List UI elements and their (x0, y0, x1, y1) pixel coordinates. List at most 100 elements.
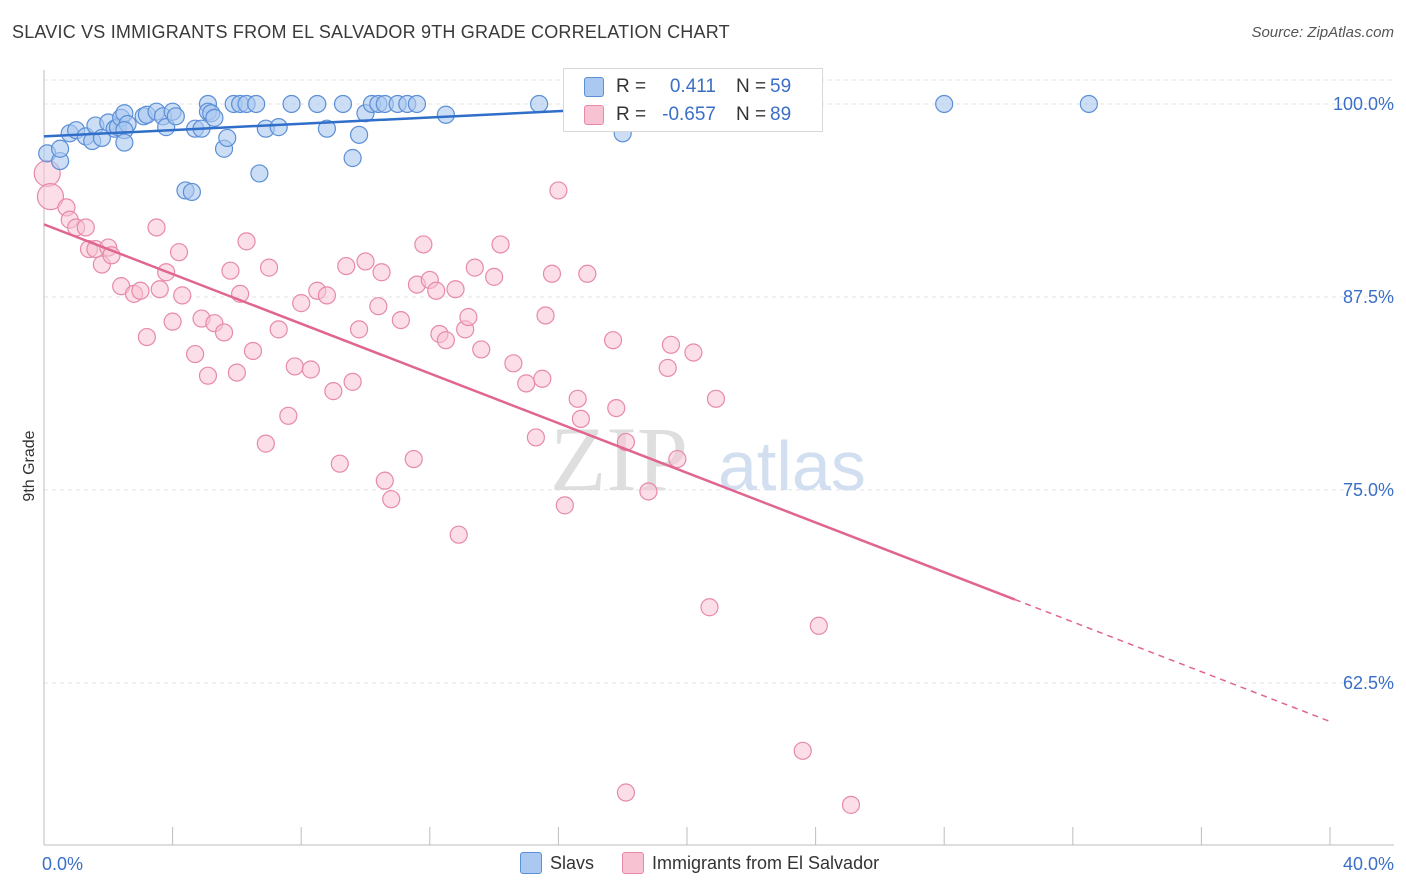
salvador-point (259, 258, 279, 277)
salvador-point (150, 280, 169, 299)
salvador-point (186, 344, 205, 364)
slavs-point (1079, 94, 1098, 114)
salvador-point (533, 369, 552, 388)
salvador-point (137, 327, 156, 347)
slavs-point (407, 94, 427, 114)
salvador-point (269, 320, 288, 339)
salvador-point (668, 449, 687, 469)
x-tick-label-1: 40.0% (1343, 854, 1394, 874)
series-salvador-points (33, 159, 861, 814)
salvador-point (237, 232, 256, 251)
salvador-point (661, 335, 681, 354)
salvador-point (382, 490, 401, 509)
salvador-point (446, 280, 465, 299)
y-tick-label-3: 62.5% (1343, 673, 1394, 693)
salvador-point (639, 482, 658, 501)
stats-row-salvador: R = -0.657 N = 89 (564, 100, 822, 130)
salvador-point (536, 306, 555, 325)
legend-label-salvador: Immigrants from El Salvador (652, 852, 880, 873)
slavs-point (269, 118, 288, 137)
salvador-point (324, 382, 343, 401)
salvador-point (607, 398, 626, 418)
salvador-point (369, 297, 388, 316)
slavs-point (50, 139, 70, 158)
stats-row-slavs: R = 0.411 N = 59 (564, 72, 822, 102)
salvador-point (700, 598, 719, 617)
salvador-point (436, 331, 455, 350)
stats-box: R = 0.411 N = 59 R = -0.657 N = 89 (563, 68, 823, 132)
series-slavs-points (38, 94, 1098, 202)
legend-item-salvador[interactable]: Immigrants from El Salvador (622, 852, 879, 874)
salvador-point (809, 616, 828, 635)
salvador-point (491, 235, 510, 254)
stats-swatch-slavs (584, 77, 604, 97)
salvador-point (285, 357, 304, 376)
legend-item-slavs[interactable]: Slavs (520, 852, 594, 874)
salvador-point (337, 256, 356, 276)
legend-swatch-salvador (622, 852, 645, 874)
tick-labels: 100.0% 87.5% 75.0% 62.5% 0.0% 40.0% (42, 94, 1394, 874)
slavs-point (247, 94, 266, 114)
stats-r-value-slavs: 0.411 (669, 76, 716, 97)
legend-swatch-slavs (520, 852, 542, 874)
watermark: ZIP atlas (550, 408, 866, 510)
salvador-point (301, 360, 320, 379)
slavs-point (349, 125, 369, 144)
salvador-point (517, 374, 536, 393)
salvador-point (542, 264, 562, 283)
salvador-point (173, 286, 192, 305)
salvador-point (472, 340, 491, 359)
salvador-point (356, 252, 375, 271)
salvador-point (36, 182, 65, 211)
slavs-point (308, 94, 327, 114)
stats-n-label-salvador: N = (736, 104, 767, 125)
watermark-atlas: atlas (718, 427, 866, 505)
salvador-point (227, 363, 246, 382)
salvador-point (330, 454, 349, 473)
salvador-point (169, 243, 189, 262)
slavs-point (218, 128, 237, 148)
salvador-point (684, 343, 703, 362)
stats-r-label-salvador: R = (616, 104, 647, 125)
source-label: Source: ZipAtlas.com (1251, 24, 1394, 41)
stats-r-label-slavs: R = (616, 76, 647, 97)
salvador-point (214, 323, 234, 342)
watermark-zip: ZIP (550, 408, 688, 510)
salvador-point (449, 525, 468, 544)
slavs-point (317, 119, 337, 138)
slavs-point (182, 182, 201, 202)
salvador-point (391, 310, 410, 330)
stats-swatch-salvador (584, 105, 604, 125)
stats-n-label-slavs: N = (736, 76, 767, 97)
salvador-point (485, 267, 504, 286)
legend-label-slavs: Slavs (550, 852, 595, 873)
salvador-point (317, 286, 337, 305)
salvador-point (549, 181, 568, 200)
salvador-point (163, 312, 182, 331)
slavs-point (166, 107, 185, 126)
salvador-point (793, 741, 812, 760)
stats-n-value-salvador: 89 (770, 104, 792, 125)
salvador-point (459, 307, 478, 327)
salvador-point (578, 264, 597, 283)
chart-title: SLAVIC VS IMMIGRANTS FROM EL SALVADOR 9T… (12, 22, 730, 42)
y-tick-label-2: 75.0% (1343, 480, 1394, 500)
salvador-point (198, 366, 218, 385)
slavs-point (333, 94, 353, 114)
salvador-point (568, 389, 587, 408)
salvador-point (131, 281, 150, 300)
salvador-point (504, 354, 523, 373)
gridlines (44, 79, 1394, 684)
stats-r-value-salvador: -0.657 (662, 104, 716, 125)
salvador-point (349, 320, 369, 339)
slavs-point (282, 94, 301, 114)
salvador-point (147, 218, 166, 237)
y-tick-label-1: 87.5% (1343, 287, 1394, 307)
y-tick-label-0: 100.0% (1333, 94, 1394, 114)
salvador-point (841, 795, 861, 814)
slavs-point (205, 108, 224, 127)
salvador-point (465, 258, 484, 277)
legend: Slavs Immigrants from El Salvador (520, 852, 907, 874)
salvador-point (343, 372, 362, 391)
